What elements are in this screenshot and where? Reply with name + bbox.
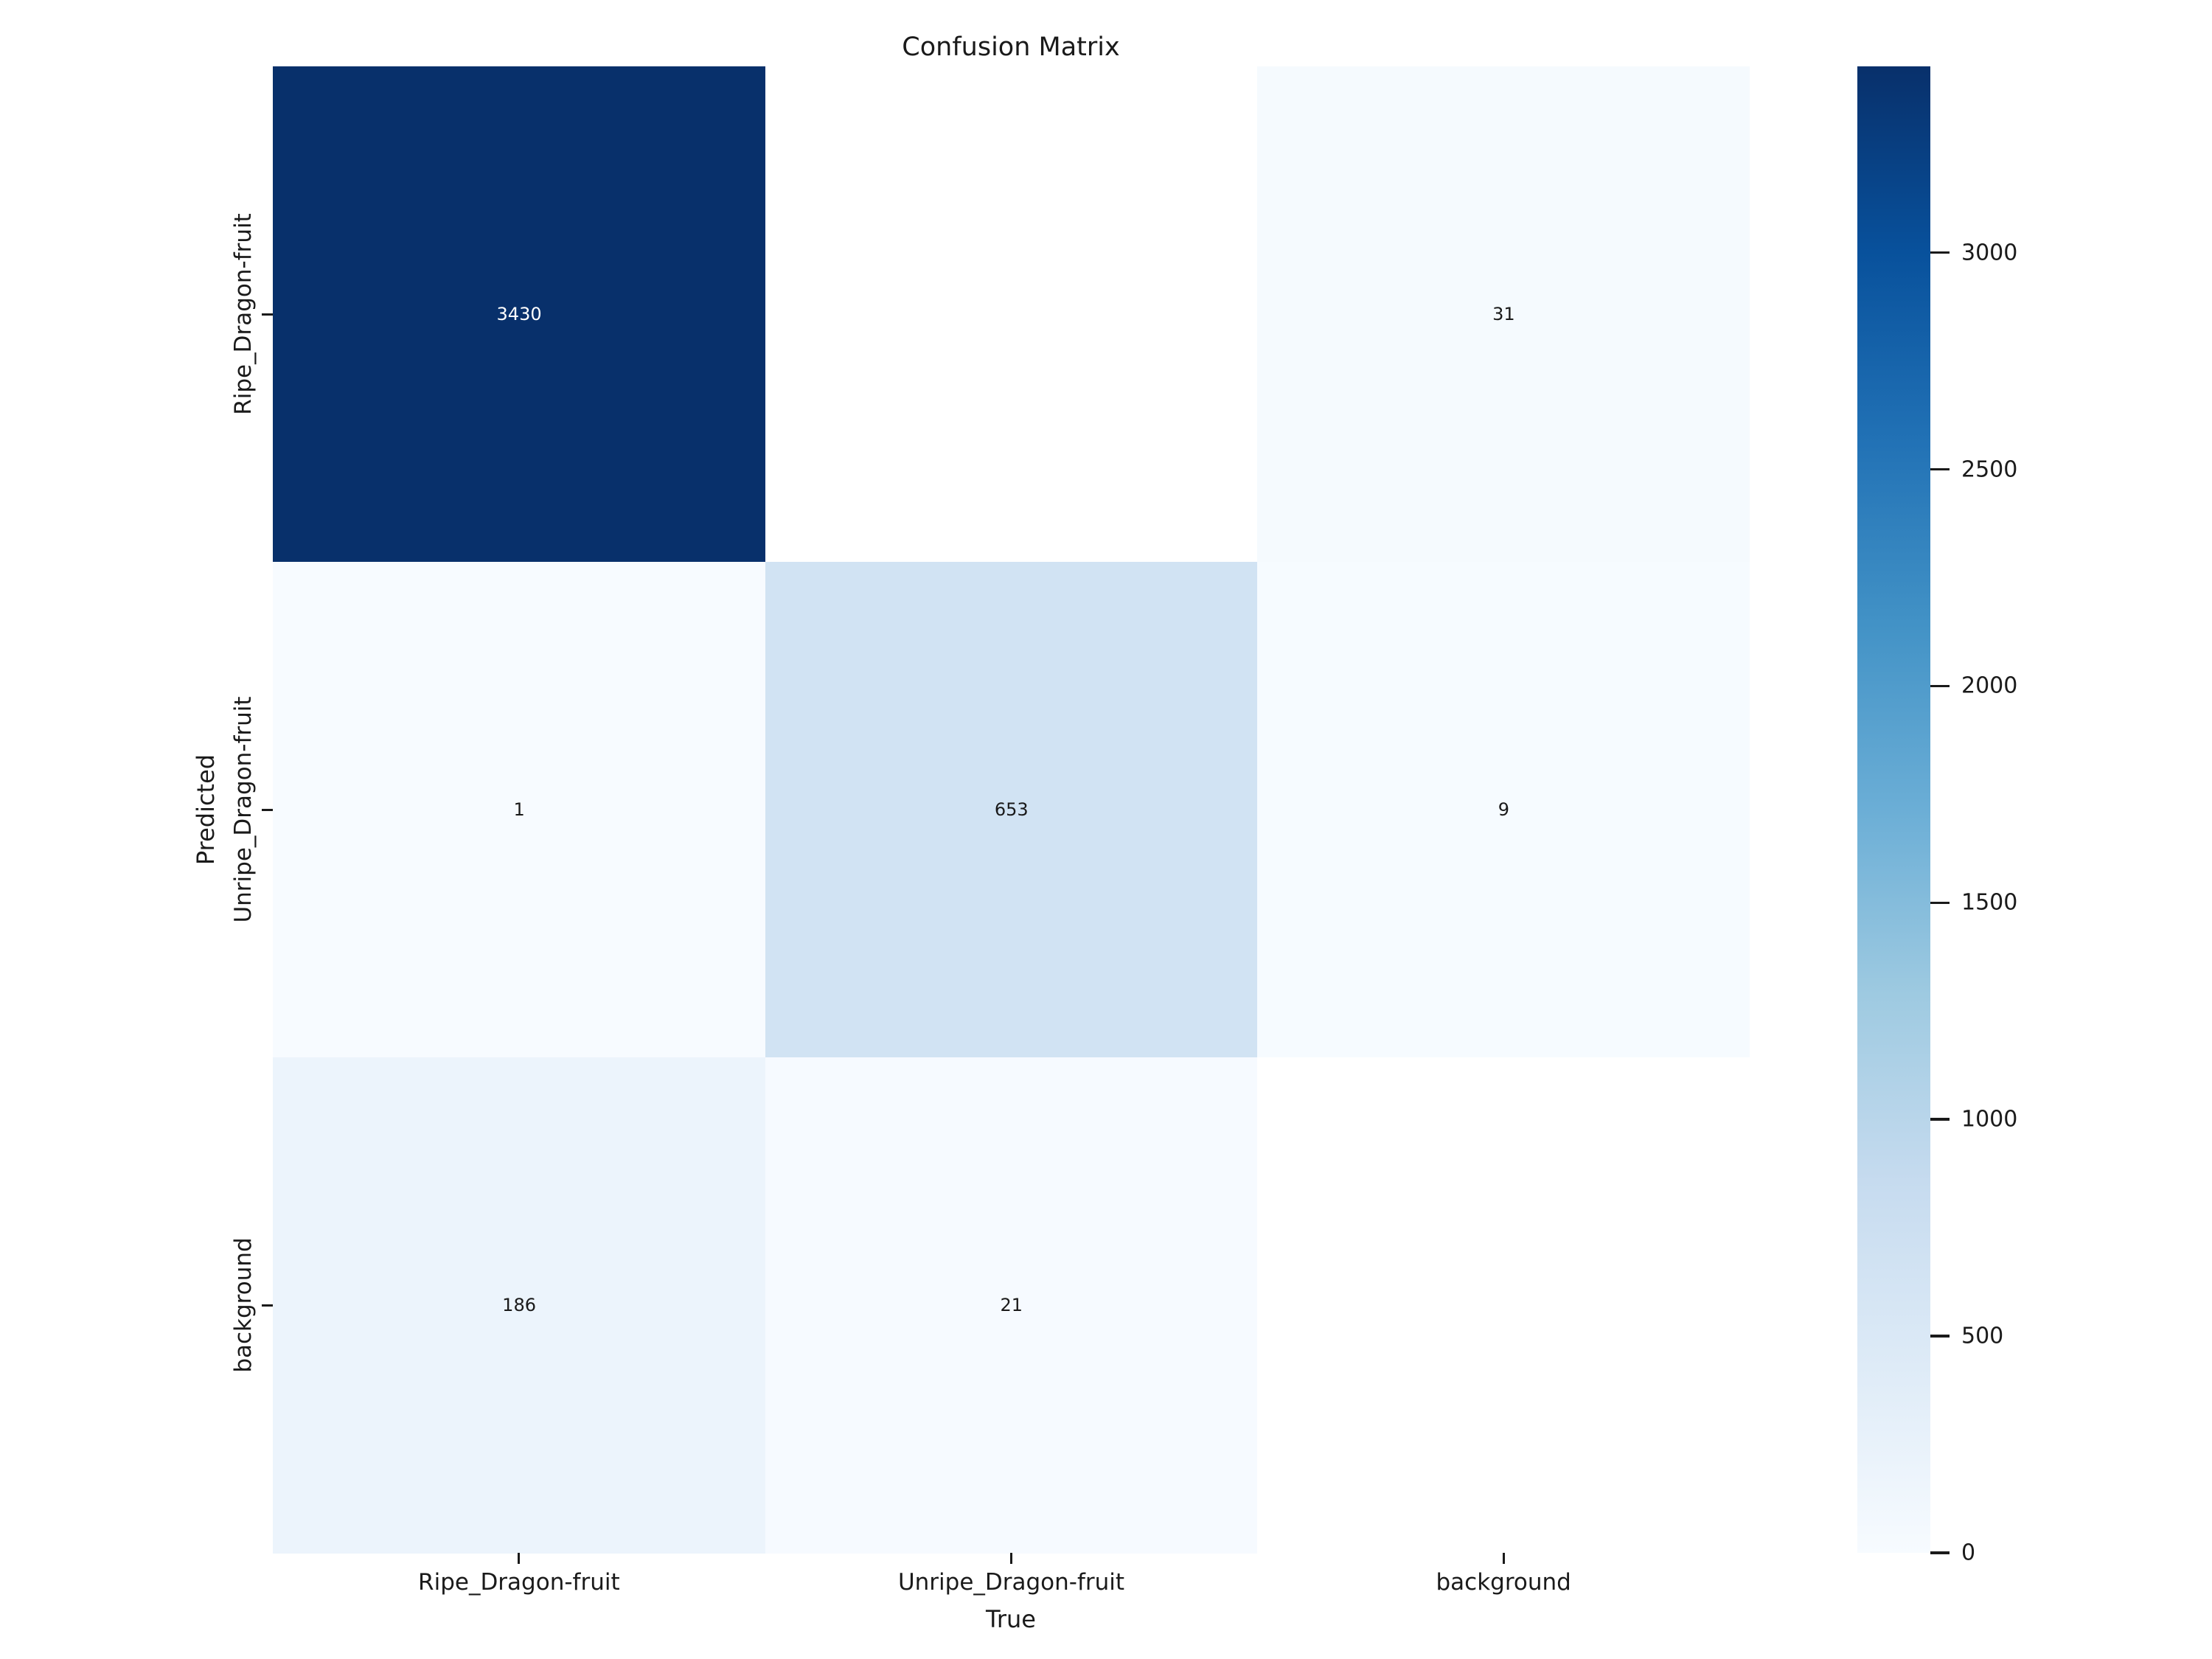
- colorbar-tick-label: 500: [1961, 1323, 2004, 1349]
- x-tick-label: Unripe_Dragon-fruit: [897, 1569, 1125, 1596]
- cell-annotation: 9: [1498, 799, 1510, 821]
- y-axis-title: Predicted: [192, 754, 220, 866]
- x-tick-mark: [1010, 1553, 1012, 1564]
- heatmap-cell: [765, 66, 1258, 563]
- x-tick-mark: [1502, 1553, 1505, 1564]
- colorbar-tick-mark: [1930, 1118, 1950, 1121]
- y-tick-mark: [262, 808, 273, 811]
- colorbar-tick-mark: [1930, 251, 1950, 254]
- heatmap-cell: 21: [765, 1057, 1258, 1554]
- colorbar-tick-label: 2500: [1961, 456, 2018, 483]
- y-tick-label: Ripe_Dragon-fruit: [230, 213, 257, 415]
- y-tick-label: Unripe_Dragon-fruit: [230, 696, 257, 923]
- cell-annotation: 31: [1492, 304, 1515, 325]
- colorbar-tick-label: 2000: [1961, 672, 2018, 699]
- heatmap-cell: [1257, 1057, 1750, 1554]
- colorbar-tick-label: 3000: [1961, 240, 2018, 266]
- colorbar-tick-mark: [1930, 901, 1950, 905]
- heatmap-cell: 9: [1257, 562, 1750, 1058]
- heatmap-cell: 186: [273, 1057, 766, 1554]
- y-tick-label: background: [230, 1237, 257, 1373]
- colorbar-tick-label: 0: [1961, 1540, 1976, 1566]
- colorbar-tick-mark: [1930, 1335, 1950, 1338]
- colorbar: [1857, 66, 1930, 1553]
- heatmap-cell: 1: [273, 562, 766, 1058]
- colorbar-tick-label: 1500: [1961, 889, 2018, 916]
- heatmap-cell: 653: [765, 562, 1258, 1058]
- cell-annotation: 186: [502, 1295, 536, 1316]
- y-tick-mark: [262, 1304, 273, 1307]
- cell-annotation: 3430: [496, 304, 542, 325]
- x-tick-mark: [518, 1553, 521, 1564]
- colorbar-tick-mark: [1930, 684, 1950, 688]
- x-tick-label: Ripe_Dragon-fruit: [418, 1569, 620, 1596]
- colorbar-tick-mark: [1930, 1551, 1950, 1554]
- heatmap-cell: 3430: [273, 66, 766, 563]
- cell-annotation: 653: [994, 799, 1029, 821]
- y-tick-mark: [262, 313, 273, 316]
- colorbar-tick-mark: [1930, 467, 1950, 471]
- x-tick-label: background: [1436, 1569, 1571, 1596]
- cell-annotation: 1: [513, 799, 525, 821]
- cell-annotation: 21: [1000, 1295, 1023, 1316]
- x-axis-title: True: [986, 1605, 1036, 1633]
- colorbar-tick-label: 1000: [1961, 1106, 2018, 1133]
- chart-title: Confusion Matrix: [902, 32, 1120, 62]
- heatmap-cell: 31: [1257, 66, 1750, 563]
